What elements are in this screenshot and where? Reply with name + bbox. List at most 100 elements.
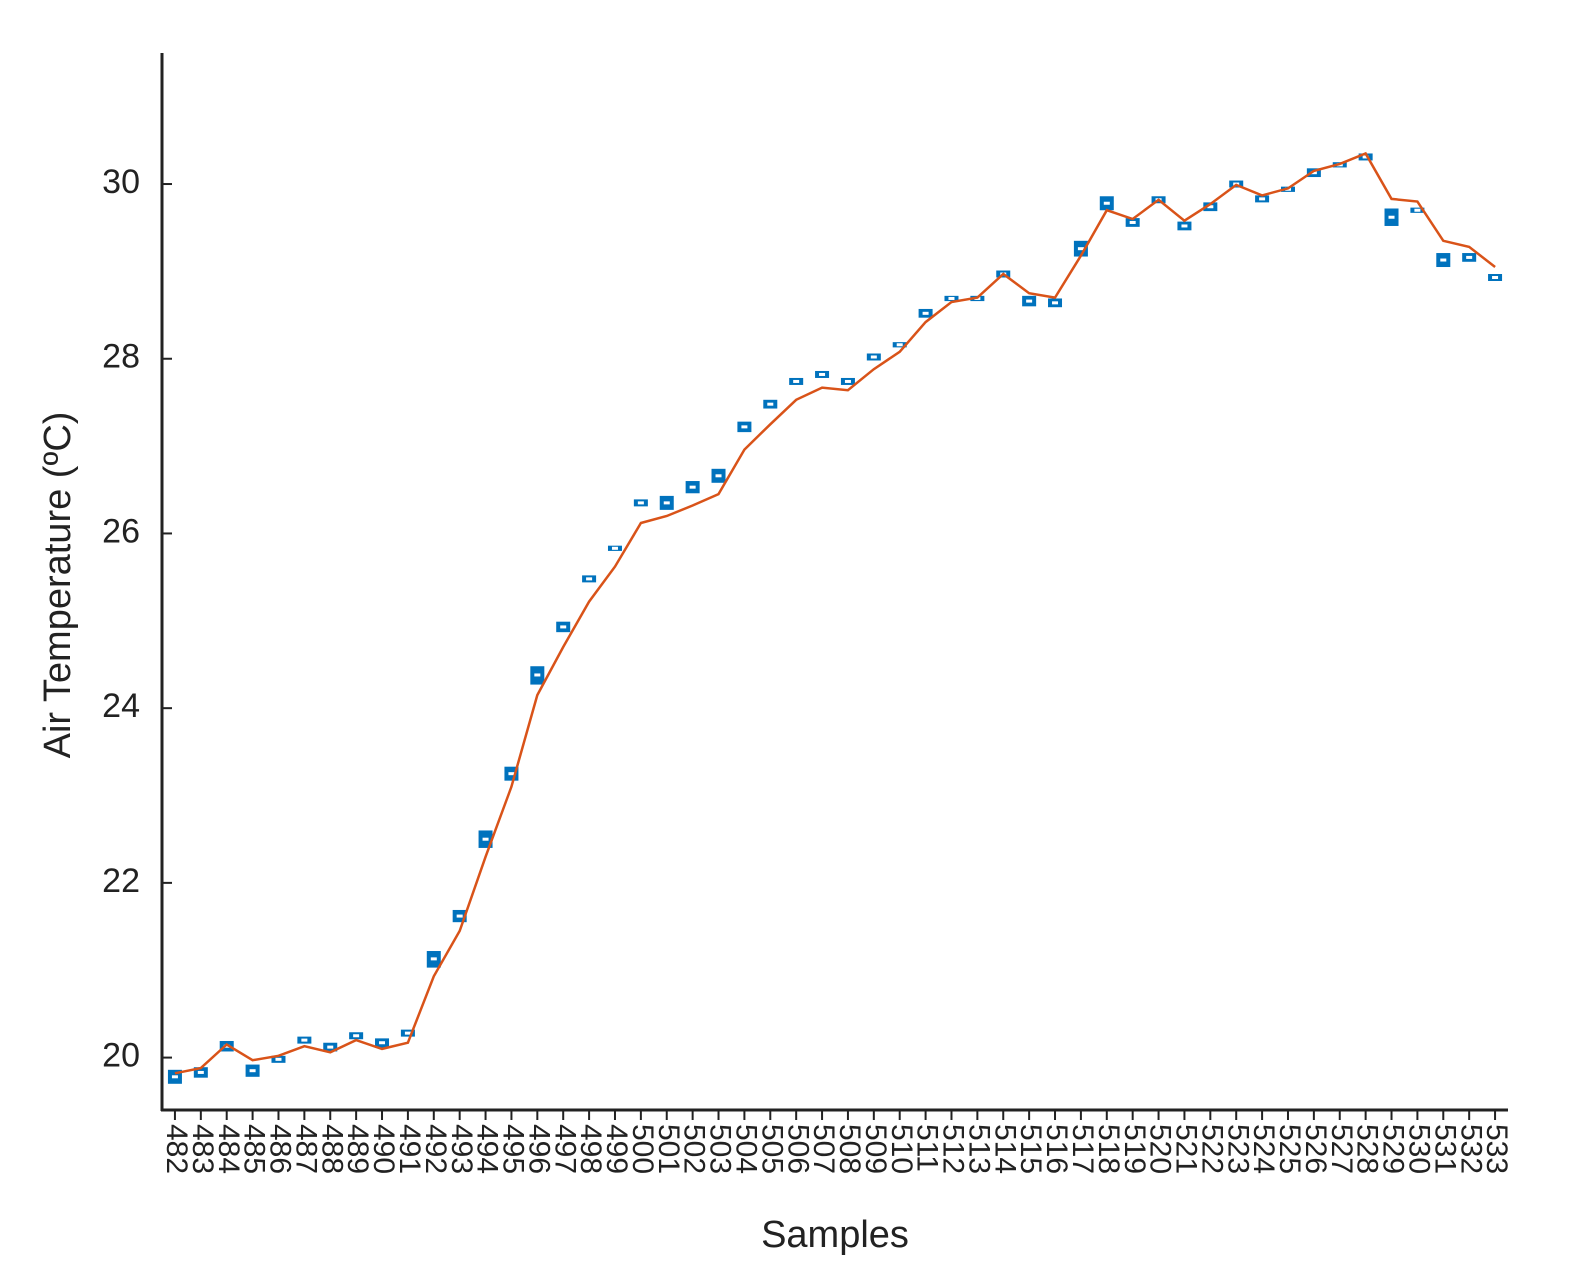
x-tick-label: 519	[1118, 1124, 1151, 1174]
x-tick-label: 502	[678, 1124, 711, 1174]
x-tick-label: 532	[1454, 1124, 1487, 1174]
x-tick-label: 505	[755, 1124, 788, 1174]
y-tick-label: 28	[102, 338, 140, 376]
median	[197, 1070, 204, 1074]
x-tick-label: 516	[1040, 1124, 1073, 1174]
x-tick-label: 498	[574, 1124, 607, 1174]
median	[223, 1044, 230, 1048]
x-tick-label: 488	[315, 1124, 348, 1174]
median	[1414, 208, 1421, 212]
median	[715, 474, 722, 478]
y-tick-label: 20	[102, 1037, 140, 1075]
median	[379, 1041, 386, 1045]
x-tick-label: 525	[1273, 1124, 1306, 1174]
median	[1466, 255, 1473, 259]
x-tick-label: 513	[962, 1124, 995, 1174]
median	[767, 402, 774, 406]
x-tick-label: 529	[1377, 1124, 1410, 1174]
x-tick-label: 530	[1402, 1124, 1435, 1174]
x-tick-label: 486	[264, 1124, 297, 1174]
x-tick-label: 500	[626, 1124, 659, 1174]
y-tick-label: 26	[102, 512, 140, 550]
x-tick-label: 493	[445, 1124, 478, 1174]
x-tick-label: 522	[1195, 1124, 1228, 1174]
median	[948, 296, 955, 300]
x-tick-label: 485	[238, 1124, 271, 1174]
y-tick-label: 24	[102, 687, 140, 725]
median	[1362, 155, 1369, 159]
line	[174, 151, 1496, 1075]
median	[1207, 205, 1214, 209]
median	[663, 501, 670, 505]
y-tick-label: 22	[102, 862, 140, 900]
x-tick-label: 484	[212, 1124, 245, 1174]
x-tick-label: 504	[729, 1124, 762, 1174]
x-axis-label: Samples	[761, 1214, 909, 1256]
x-tick-label: 521	[1170, 1124, 1203, 1174]
x-tick-label: 510	[885, 1124, 918, 1174]
median	[404, 1031, 411, 1035]
median	[611, 546, 618, 550]
x-tick-label: 526	[1299, 1124, 1332, 1174]
median	[1310, 171, 1317, 175]
x-tick-label: 512	[937, 1124, 970, 1174]
x-tick-label: 494	[471, 1124, 504, 1174]
y-axis-label: Air Temperature (ºC)	[37, 412, 79, 759]
median	[741, 425, 748, 429]
median	[560, 625, 567, 629]
x-tick-label: 507	[807, 1124, 840, 1174]
median	[922, 311, 929, 315]
x-tick-label: 528	[1351, 1124, 1384, 1174]
x-tick-label: 523	[1221, 1124, 1254, 1174]
x-tick-label: 496	[522, 1124, 555, 1174]
x-tick-label: 509	[859, 1124, 892, 1174]
x-tick-label: 520	[1144, 1124, 1177, 1174]
median	[1181, 224, 1188, 228]
median	[327, 1045, 334, 1049]
median	[1492, 276, 1499, 280]
x-tick-label: 499	[600, 1124, 633, 1174]
median	[1026, 299, 1033, 303]
x-tick-label: 491	[393, 1124, 426, 1174]
median	[353, 1034, 360, 1038]
median	[586, 577, 593, 581]
median	[1129, 220, 1136, 224]
median	[249, 1069, 256, 1073]
x-tick-label: 487	[289, 1124, 322, 1174]
x-tick-label: 518	[1092, 1124, 1125, 1174]
median	[1259, 197, 1266, 201]
x-tick-label: 508	[833, 1124, 866, 1174]
x-tick-label: 490	[367, 1124, 400, 1174]
median	[275, 1057, 282, 1061]
median	[508, 772, 515, 776]
x-tick-label: 533	[1480, 1124, 1513, 1174]
median	[1440, 258, 1447, 262]
x-tick-label: 524	[1247, 1124, 1280, 1174]
median	[171, 1075, 178, 1079]
x-tick-label: 511	[911, 1124, 944, 1172]
median	[689, 485, 696, 489]
x-tick-label: 489	[341, 1124, 374, 1174]
median	[482, 837, 489, 841]
median	[819, 372, 826, 376]
x-tick-label: 503	[704, 1124, 737, 1174]
median	[430, 957, 437, 961]
median	[456, 914, 463, 918]
x-tick-label: 515	[1014, 1124, 1047, 1174]
x-tick-label: 506	[781, 1124, 814, 1174]
median	[793, 379, 800, 383]
x-tick-label: 492	[419, 1124, 452, 1174]
median	[1103, 201, 1110, 205]
median	[844, 379, 851, 383]
median	[870, 355, 877, 359]
median	[1077, 247, 1084, 251]
median	[896, 343, 903, 347]
x-tick-label: 514	[988, 1124, 1021, 1174]
median	[637, 501, 644, 505]
x-tick-label: 495	[497, 1124, 530, 1174]
x-tick-label: 527	[1325, 1124, 1358, 1174]
x-tick-label: 531	[1428, 1124, 1461, 1174]
x-tick-label: 517	[1066, 1124, 1099, 1174]
